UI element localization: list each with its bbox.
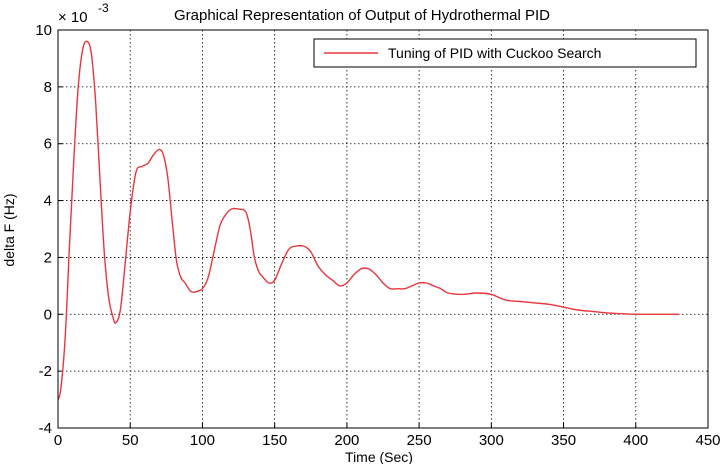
legend: Tuning of PID with Cuckoo Search bbox=[313, 38, 697, 68]
x-tick-label: 50 bbox=[122, 432, 139, 449]
x-tick-label: 400 bbox=[623, 432, 648, 449]
x-axis-label: Time (Sec) bbox=[345, 449, 413, 464]
tick-labels: 0 50 100 150 200 250 300 350 400 450 -4 -2 0 2 4 6 8 10 bbox=[35, 22, 720, 449]
x-tick-label: 450 bbox=[695, 432, 720, 449]
y-exponent-power: -3 bbox=[98, 1, 109, 15]
x-tick-label: 200 bbox=[334, 432, 359, 449]
chart-title: Graphical Representation of Output of Hy… bbox=[174, 7, 550, 24]
y-tick-label: -4 bbox=[39, 420, 52, 437]
y-tick-label: 2 bbox=[44, 249, 52, 266]
y-tick-label: 8 bbox=[44, 79, 52, 96]
legend-label: Tuning of PID with Cuckoo Search bbox=[388, 45, 601, 61]
y-exponent-base: × 10 bbox=[58, 9, 88, 26]
x-tick-label: 0 bbox=[54, 432, 62, 449]
plot-frame bbox=[57, 29, 709, 429]
x-tick-label: 100 bbox=[190, 432, 215, 449]
grid bbox=[57, 29, 709, 429]
x-tick-label: 150 bbox=[262, 432, 287, 449]
y-tick-label: 0 bbox=[44, 306, 52, 323]
y-tick-label: 6 bbox=[44, 136, 52, 153]
x-tick-label: 250 bbox=[407, 432, 432, 449]
y-tick-label: 10 bbox=[35, 22, 52, 39]
x-tick-label: 300 bbox=[479, 432, 504, 449]
y-tick-label: 4 bbox=[44, 193, 52, 210]
y-axis-label: delta F (Hz) bbox=[1, 193, 17, 266]
series-line bbox=[57, 40, 680, 400]
y-tick-label: -2 bbox=[39, 363, 52, 380]
x-tick-label: 350 bbox=[551, 432, 576, 449]
